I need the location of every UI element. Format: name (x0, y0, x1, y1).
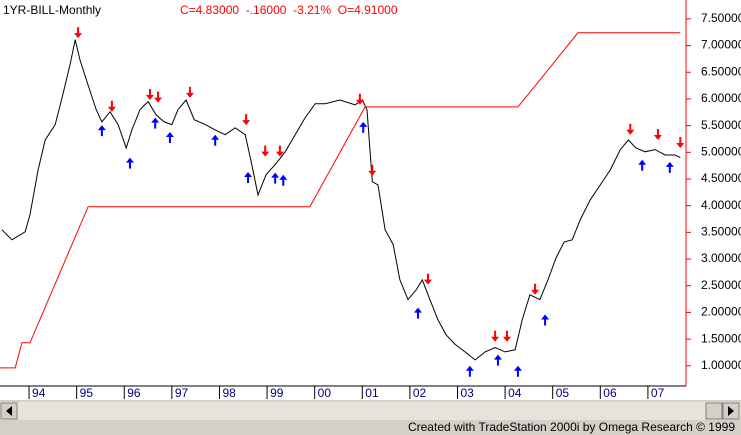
buy-arrow (271, 172, 280, 184)
buy-arrow (125, 157, 134, 169)
x-tick-label: 02 (413, 386, 427, 400)
x-tick-label: 95 (80, 386, 94, 400)
sell-arrow (185, 86, 194, 98)
price-line (1, 39, 681, 361)
chart-title: 1YR-BILL-Monthly (3, 3, 101, 17)
y-tick-label: 3.00000 (701, 251, 741, 265)
x-tick-label: 03 (460, 386, 474, 400)
sell-arrow (355, 93, 364, 105)
scrollbar[interactable] (0, 402, 741, 420)
sell-arrow (154, 91, 163, 103)
sell-arrow (275, 145, 284, 157)
sell-arrow (503, 330, 512, 342)
buy-arrow (359, 121, 368, 133)
x-tick-label: 06 (603, 386, 617, 400)
buy-arrow (493, 354, 502, 366)
sell-arrow (423, 273, 432, 285)
scroll-left-icon (6, 406, 12, 416)
stop-line (0, 32, 681, 369)
buy-arrow (279, 174, 288, 186)
y-tick-label: 2.00000 (701, 305, 741, 319)
y-tick-label: 1.00000 (701, 358, 741, 372)
x-tick-label: 04 (508, 386, 522, 400)
sell-arrow (145, 89, 154, 100)
chart-background (0, 0, 741, 400)
buy-arrow (97, 125, 106, 137)
y-tick-label: 6.00000 (701, 91, 741, 105)
y-tick-label: 3.50000 (701, 225, 741, 239)
x-tick-label: 01 (365, 386, 379, 400)
chart-subtitle: C=4.83000 -.16000 -3.21% O=4.91000 (180, 3, 398, 17)
y-tick-label: 1.50000 (701, 331, 741, 345)
y-tick-label: 4.00000 (701, 198, 741, 212)
y-tick-label: 5.50000 (701, 118, 741, 132)
buy-arrow (211, 134, 220, 146)
y-tick-label: 6.50000 (701, 64, 741, 78)
y-tick-label: 7.00000 (701, 38, 741, 52)
sell-arrow (242, 114, 251, 126)
buy-arrow (513, 365, 522, 377)
x-tick-label: 96 (127, 386, 141, 400)
sell-arrow (676, 137, 685, 149)
sell-arrow (261, 145, 270, 157)
x-tick-label: 94 (32, 386, 46, 400)
sell-arrow (107, 100, 116, 112)
buy-arrow (151, 117, 160, 129)
x-tick-label: 98 (222, 386, 236, 400)
buy-arrow (638, 159, 647, 171)
y-tick-label: 2.50000 (701, 278, 741, 292)
sell-arrow (491, 330, 500, 342)
y-tick-label: 7.50000 (701, 11, 741, 25)
sell-arrow (626, 123, 635, 135)
sell-arrow (368, 164, 377, 176)
sell-arrow (74, 27, 83, 39)
y-tick-label: 4.50000 (701, 171, 741, 185)
sell-arrow (653, 129, 662, 141)
x-tick-label: 99 (270, 386, 284, 400)
buy-arrow (665, 161, 674, 173)
buy-arrow (465, 365, 474, 377)
buy-arrow (413, 307, 422, 319)
y-tick-label: 5.00000 (701, 144, 741, 158)
x-tick-label: 05 (556, 386, 570, 400)
scroll-thumb[interactable] (705, 402, 723, 420)
buy-arrow (244, 172, 253, 184)
buy-arrow (165, 132, 174, 144)
sell-arrow (531, 283, 540, 295)
x-tick-label: 07 (651, 386, 665, 400)
scroll-right-icon (728, 406, 734, 416)
buy-arrow (541, 314, 550, 326)
x-tick-label: 00 (318, 386, 332, 400)
footer: Created with TradeStation 2000i by Omega… (408, 420, 735, 434)
x-tick-label: 97 (175, 386, 189, 400)
